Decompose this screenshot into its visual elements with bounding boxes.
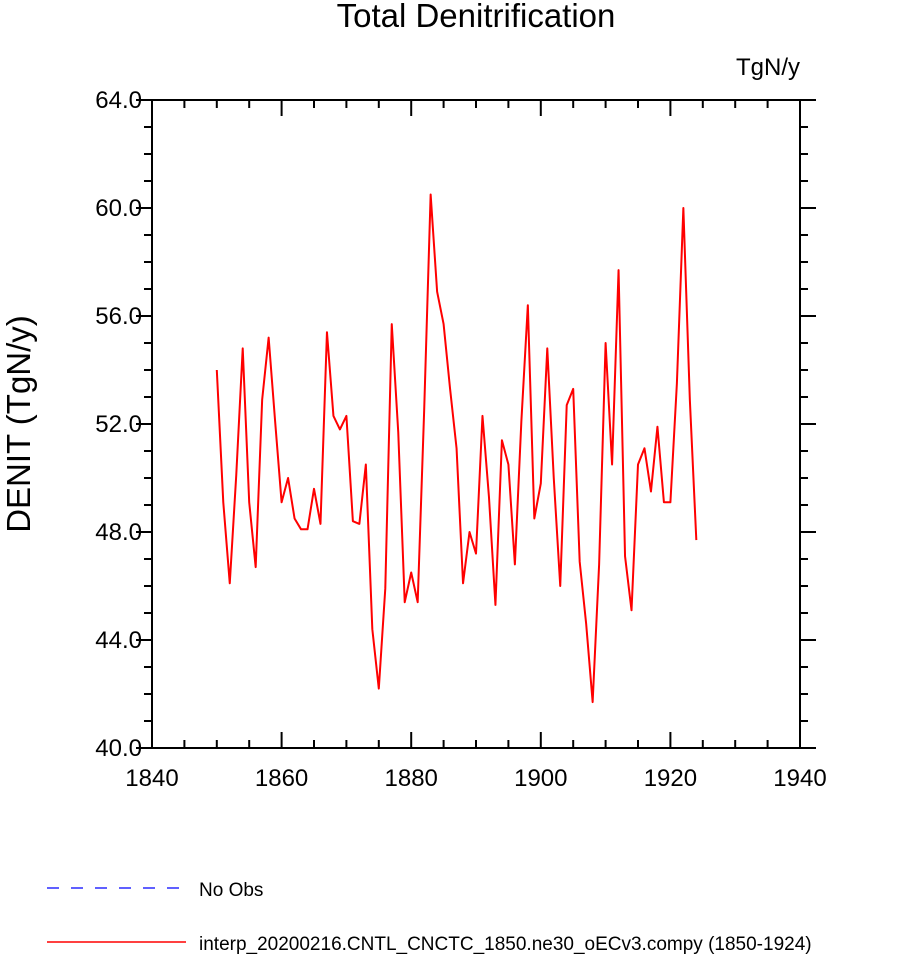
x-tick-label: 1920 bbox=[644, 765, 697, 792]
x-tick-label: 1900 bbox=[514, 765, 567, 792]
y-tick-label: 48.0 bbox=[95, 519, 142, 546]
tick-labels: 1840 1860 1880 1900 1920 1940 40.0 44.0 48.0 52.0… bbox=[95, 87, 826, 792]
x-tick-label: 1940 bbox=[773, 765, 826, 792]
legend-label-model: interp_20200216.CNTL_CNCTC_1850.ne30_oEC… bbox=[199, 934, 812, 954]
chart-title: Total Denitrification bbox=[337, 0, 616, 34]
legend-label-no-obs: No Obs bbox=[199, 880, 263, 901]
plot-frame bbox=[151, 99, 801, 749]
y-tick-label: 40.0 bbox=[95, 735, 142, 762]
series-lines bbox=[215, 193, 698, 704]
axis-ticks bbox=[136, 99, 816, 749]
y-tick-label: 64.0 bbox=[95, 87, 142, 114]
y-tick-label: 52.0 bbox=[95, 411, 142, 438]
x-tick-label: 1860 bbox=[255, 765, 308, 792]
x-tick-label: 1880 bbox=[385, 765, 438, 792]
units-label: TgN/y bbox=[736, 54, 800, 81]
y-tick-label: 60.0 bbox=[95, 195, 142, 222]
x-tick-label: 1840 bbox=[125, 765, 178, 792]
y-tick-label: 56.0 bbox=[95, 303, 142, 330]
plot-area: 1840 1860 1880 1900 1920 1940 40.0 44.0 48.0 52.0… bbox=[95, 87, 826, 792]
legend: No Obs interp_20200216.CNTL_CNCTC_1850.n… bbox=[47, 880, 812, 954]
y-tick-label: 44.0 bbox=[95, 627, 142, 654]
series-line bbox=[215, 193, 698, 704]
y-axis-label: DENIT (TgN/y) bbox=[0, 315, 37, 533]
